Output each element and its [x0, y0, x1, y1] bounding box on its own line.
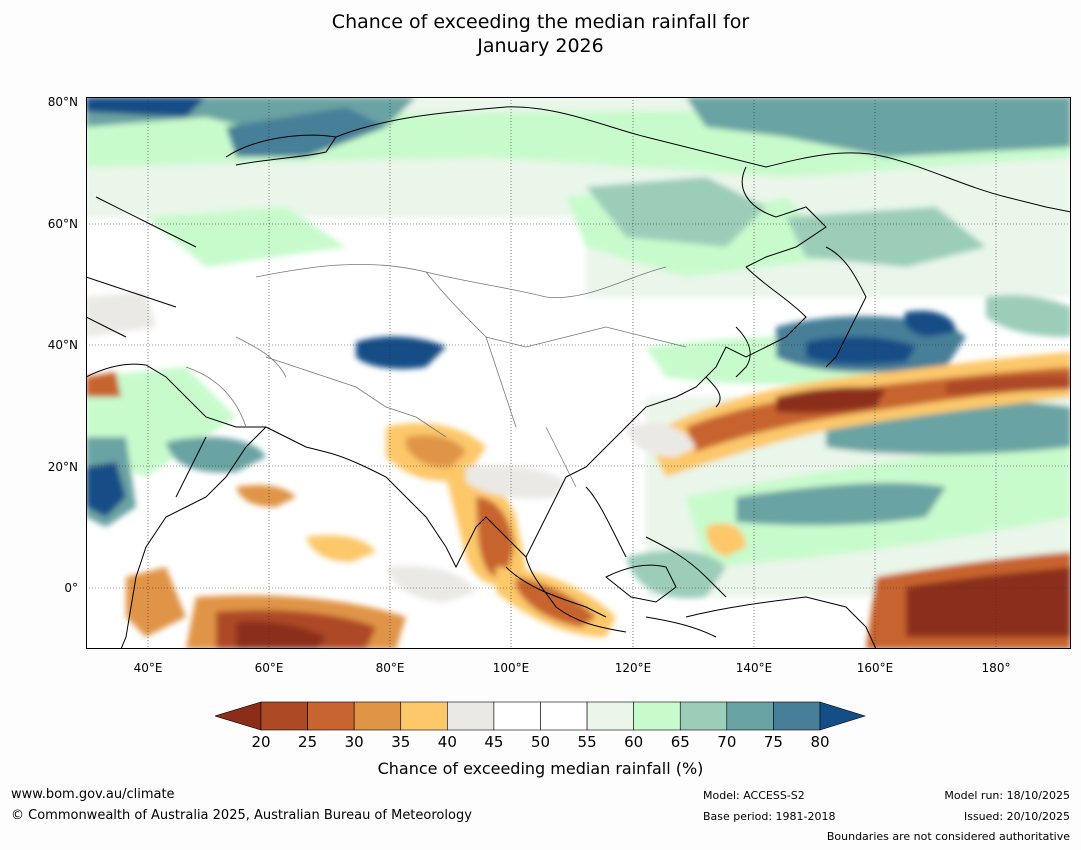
title-line-2: January 2026 [477, 35, 604, 57]
footer-base-period: Base period: 1981-2018 [703, 810, 836, 823]
map-title: Chance of exceeding the median rainfall … [0, 10, 1081, 58]
colorbar-segment [307, 701, 355, 731]
lon-label-40e: 40°E [133, 661, 163, 675]
title-line-1: Chance of exceeding the median rainfall … [331, 11, 750, 33]
lat-label-80n: 80°N [47, 95, 78, 109]
footer-copyright: © Commonwealth of Australia 2025, Austra… [11, 808, 472, 823]
colorbar-label: 50 [530, 733, 551, 751]
colorbar-segment [447, 701, 495, 731]
lat-label-60n: 60°N [47, 217, 78, 231]
footer-model: Model: ACCESS-S2 [703, 789, 805, 802]
footer-website: www.bom.gov.au/climate [11, 787, 175, 802]
colorbar-title: Chance of exceeding median rainfall (%) [377, 759, 704, 778]
colorbar-label: 70 [717, 733, 737, 751]
lat-label-0: 0° [64, 581, 78, 595]
colorbar-segment [773, 701, 821, 731]
colorbar-segment [540, 701, 588, 731]
colorbar-label: 30 [344, 733, 364, 751]
country-boundaries [185, 263, 687, 488]
lon-label-180: 180° [981, 661, 1011, 675]
colorbar-label: 45 [484, 733, 504, 751]
colorbar-label: 20 [251, 733, 271, 751]
colorbar-label: 35 [391, 733, 411, 751]
footer-disclaimer: Boundaries are not considered authoritat… [826, 830, 1070, 843]
colorbar-extend-high [819, 701, 867, 731]
map-canvas [86, 97, 1071, 649]
lon-label-80e: 80°E [375, 661, 405, 675]
colorbar-extend-low [215, 701, 262, 731]
colorbar-label: 55 [577, 733, 597, 751]
colorbar-label: 75 [763, 733, 783, 751]
map-frame [86, 97, 1071, 649]
colorbar-segment [260, 701, 308, 731]
rainfall-field [86, 97, 1071, 649]
lat-label-40n: 40°N [47, 338, 78, 352]
coastlines [86, 106, 1071, 649]
colorbar-segment [493, 701, 541, 731]
colorbar-label: 40 [437, 733, 457, 751]
lon-label-160e: 160°E [856, 661, 894, 675]
colorbar-label: 65 [670, 733, 690, 751]
colorbar [215, 701, 867, 731]
footer-issued: Issued: 20/10/2025 [963, 810, 1070, 823]
colorbar-segment [679, 701, 728, 731]
lon-label-120e: 120°E [614, 661, 652, 675]
gridlines [86, 97, 1071, 649]
colorbar-segment [353, 701, 402, 731]
colorbar-segment [726, 701, 774, 731]
colorbar-label: 60 [624, 733, 644, 751]
colorbar-label: 80 [810, 733, 830, 751]
colorbar-label: 25 [298, 733, 318, 751]
lon-label-140e: 140°E [735, 661, 773, 675]
lon-label-100e: 100°E [492, 661, 530, 675]
colorbar-segment [633, 701, 681, 731]
colorbar-segment [400, 701, 448, 731]
colorbar-segment [586, 701, 634, 731]
rainfall-map [86, 97, 1071, 649]
lat-label-20n: 20°N [47, 460, 78, 474]
footer-model-run: Model run: 18/10/2025 [944, 789, 1070, 802]
lon-label-60e: 60°E [254, 661, 284, 675]
